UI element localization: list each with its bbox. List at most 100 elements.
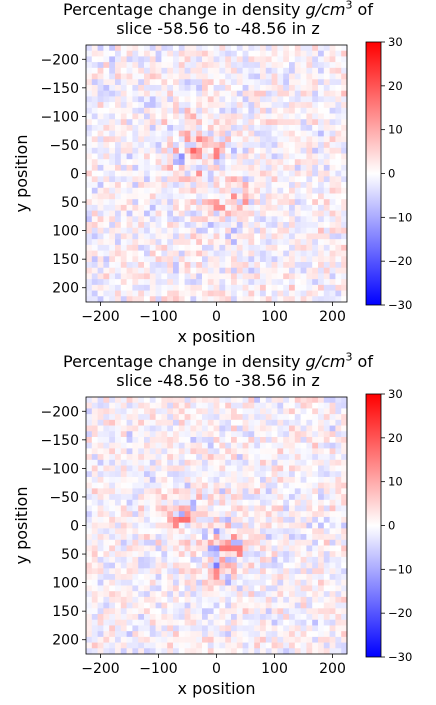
heatmap-cell [126, 459, 133, 466]
heatmap-cell [335, 522, 342, 529]
heatmap-cell [144, 591, 151, 598]
heatmap-cell [312, 585, 319, 592]
heatmap-cell [120, 562, 127, 569]
heatmap-cell [312, 50, 319, 57]
heatmap-cell [335, 67, 342, 74]
heatmap-cell [231, 222, 238, 229]
heatmap-cell [155, 562, 162, 569]
heatmap-cell [138, 636, 145, 643]
heatmap-cell [207, 436, 214, 443]
heatmap-cell [323, 45, 330, 52]
heatmap-cell [294, 534, 301, 541]
heatmap-cell [167, 244, 174, 251]
heatmap-cell [178, 419, 185, 426]
heatmap-cell [196, 96, 203, 103]
heatmap-cell [312, 619, 319, 626]
heatmap-cell [306, 187, 313, 194]
heatmap-cell [294, 482, 301, 489]
heatmap-cell [260, 273, 267, 280]
heatmap-cell [207, 516, 214, 523]
heatmap-cell [306, 551, 313, 558]
heatmap-cell [335, 124, 342, 131]
heatmap-cell [167, 511, 174, 518]
heatmap-cell [335, 113, 342, 120]
heatmap-cell [329, 199, 336, 206]
heatmap-cell [323, 204, 330, 211]
heatmap-cell [260, 187, 267, 194]
heatmap-cell [248, 397, 255, 404]
heatmap-cell [161, 130, 168, 137]
heatmap-cell [207, 539, 214, 546]
heatmap-cell [289, 56, 296, 63]
heatmap-cell [167, 476, 174, 483]
heatmap-cell [103, 442, 110, 449]
heatmap-cell [312, 602, 319, 609]
heatmap-cell [144, 402, 151, 409]
heatmap-cell [184, 96, 191, 103]
heatmap-cell [306, 164, 313, 171]
heatmap-cell [138, 73, 145, 80]
heatmap-cell [277, 284, 284, 291]
heatmap-cell [277, 79, 284, 86]
heatmap-cell [144, 551, 151, 558]
heatmap-cell [289, 233, 296, 240]
heatmap-cell [190, 534, 197, 541]
heatmap-cell [103, 262, 110, 269]
heatmap-cell [184, 142, 191, 149]
heatmap-cell [213, 222, 220, 229]
heatmap-cell [306, 614, 313, 621]
heatmap-cell [335, 402, 342, 409]
heatmap-cell [91, 227, 98, 234]
heatmap-cell [103, 130, 110, 137]
heatmap-cell [271, 130, 278, 137]
heatmap-cell [323, 414, 330, 421]
heatmap-cell [167, 425, 174, 432]
heatmap-cell [231, 142, 238, 149]
heatmap-cell [312, 574, 319, 581]
heatmap-cell [219, 511, 226, 518]
heatmap-cell [86, 528, 93, 535]
heatmap-cell [254, 619, 261, 626]
heatmap-cell [277, 642, 284, 649]
heatmap-cell [138, 402, 145, 409]
heatmap-cell [283, 476, 290, 483]
heatmap-cell [97, 551, 104, 558]
heatmap-cell [225, 556, 232, 563]
heatmap-cell [97, 279, 104, 286]
heatmap-cell [167, 204, 174, 211]
heatmap-cell [265, 136, 272, 143]
heatmap-cell [178, 619, 185, 626]
heatmap-cell [260, 193, 267, 200]
heatmap-cell [271, 79, 278, 86]
heatmap-cell [155, 199, 162, 206]
heatmap-cell [190, 499, 197, 506]
heatmap-cell [306, 284, 313, 291]
heatmap-cell [213, 90, 220, 97]
heatmap-cell [173, 459, 180, 466]
heatmap-cell [178, 591, 185, 598]
heatmap-cell [219, 534, 226, 541]
heatmap-cell [225, 79, 232, 86]
heatmap-cell [213, 153, 220, 160]
heatmap-cell [329, 619, 336, 626]
heatmap-cell [202, 142, 209, 149]
heatmap-cell [196, 642, 203, 649]
heatmap-cell [213, 50, 220, 57]
heatmap-cell [196, 273, 203, 280]
heatmap-cell [277, 227, 284, 234]
heatmap-cell [219, 96, 226, 103]
heatmap-cell [265, 222, 272, 229]
heatmap-cell [207, 45, 214, 52]
heatmap-cell [149, 273, 156, 280]
heatmap-cell [312, 56, 319, 63]
heatmap-cell [86, 90, 93, 97]
heatmap-cell [173, 534, 180, 541]
heatmap-cell [283, 147, 290, 154]
heatmap-cell [219, 193, 226, 200]
y-tick-label: 50 [61, 547, 79, 563]
heatmap-cell [265, 153, 272, 160]
heatmap-cell [294, 522, 301, 529]
heatmap-cell [132, 397, 139, 404]
heatmap-cell [149, 614, 156, 621]
heatmap-cell [138, 204, 145, 211]
